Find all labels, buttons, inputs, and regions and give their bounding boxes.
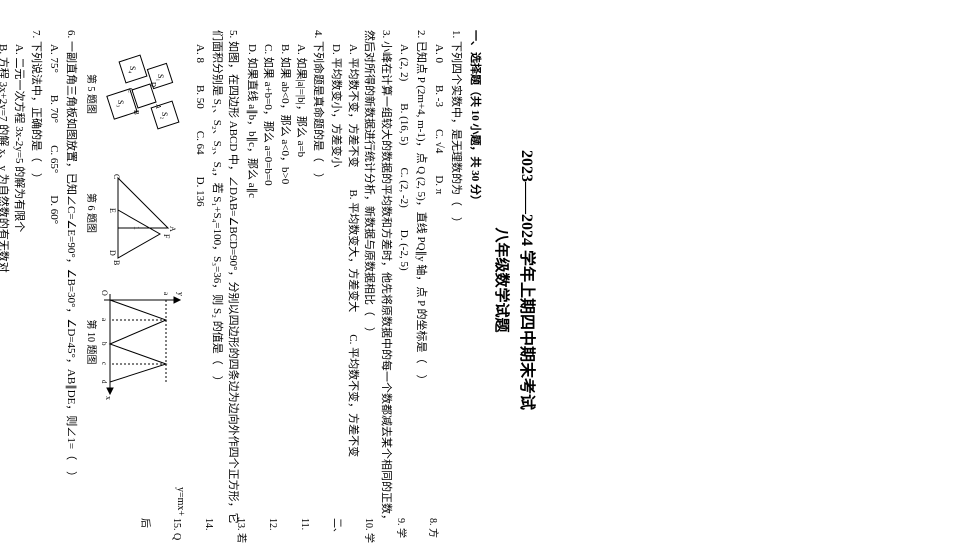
svg-text:A: A bbox=[154, 104, 162, 109]
fig6-caption: 第 6 题图 bbox=[83, 158, 98, 268]
figure-row: S₁ S₂ S₃ S₄ D A B C 第 5 题图 A bbox=[83, 44, 188, 530]
edge-15: 15. Q bbox=[160, 518, 192, 540]
edge-hou: 后 bbox=[128, 518, 160, 528]
edge-10: 10. 学 bbox=[352, 518, 384, 543]
svg-text:a: a bbox=[162, 292, 170, 296]
svg-text:S₃: S₃ bbox=[116, 100, 125, 107]
svg-text:D: D bbox=[108, 250, 117, 256]
q5-opt-b: B. 50 bbox=[192, 85, 209, 109]
q5-opt-a: A. 8 bbox=[192, 44, 209, 63]
q6-stem: 6. 一副直角三角板如图放置，已知∠C=∠E=90°，∠B=30°，∠D=45°… bbox=[63, 30, 80, 530]
q2-opt-c: C. (2, -2) bbox=[396, 167, 413, 207]
svg-text:F: F bbox=[162, 234, 171, 239]
q5-opt-d: D. 136 bbox=[192, 177, 209, 207]
q6-options: A. 75° B. 70° C. 65° D. 60° bbox=[46, 44, 63, 530]
q4-opt-b: B. 如果 ab<0，那么 a<0，b>0 bbox=[277, 44, 294, 530]
q1-opt-c: C. √4 bbox=[431, 129, 448, 153]
q3-opt-c: C. 平均数不变，方差不变 bbox=[345, 334, 362, 457]
svg-text:S₁: S₁ bbox=[156, 74, 165, 81]
q3-options: A. 平均数不变，方差不变 B. 平均数变大，方差变大 C. 平均数不变，方差不… bbox=[328, 44, 361, 530]
fig10-svg: O x y a b c d a bbox=[98, 282, 188, 402]
svg-text:S₂: S₂ bbox=[160, 112, 169, 119]
svg-text:b: b bbox=[100, 342, 108, 346]
q4-stem: 4. 下列命题是真命题的是（ ） bbox=[310, 30, 327, 530]
fig6-svg: A B C E F D 1 bbox=[98, 158, 188, 268]
exam-content: 2023——2024 学年上期四中期末考试 八年级数学试题 一、选择题（共 10… bbox=[0, 0, 548, 548]
q5-opt-c: C. 64 bbox=[192, 131, 209, 155]
edge-9: 9. 学 bbox=[384, 518, 416, 538]
edge-13: 13. 若 bbox=[224, 518, 256, 543]
q4-opt-c: C. 如果 a+b=0，那么 a=0=b=0 bbox=[260, 44, 277, 530]
question-3: 3. 小峰在计算一组较大的数据的平均数和方差时，他先将原数据中的每一个数都减去某… bbox=[328, 30, 394, 530]
question-1: 1. 下列四个实数中，是无理数的为（ ） A. 0 B. -3 C. √4 D.… bbox=[431, 30, 464, 530]
q1-options: A. 0 B. -3 C. √4 D. π bbox=[431, 44, 448, 530]
q4-opt-a: A. 如果|a|=|b|，那么 a=b bbox=[293, 44, 310, 530]
edge-11: 11. bbox=[288, 518, 320, 530]
svg-text:A: A bbox=[168, 226, 177, 232]
svg-text:C: C bbox=[112, 174, 121, 179]
page-root: 2023——2024 学年上期四中期末考试 八年级数学试题 一、选择题（共 10… bbox=[0, 0, 973, 548]
question-5: 5. 如图，在四边形 ABCD 中，∠DAB=∠BCD=90°，分别以四边形的四… bbox=[192, 30, 242, 530]
q3-opt-d: D. 平均数变小，方差变小 bbox=[328, 44, 345, 167]
next-page-edge: 8. 方 9. 学 10. 学 二、 11. 12. 13. 若 14. 15.… bbox=[128, 518, 448, 544]
q1-opt-b: B. -3 bbox=[431, 85, 448, 107]
q2-opt-b: B. (16, 5) bbox=[396, 103, 413, 145]
q7-opt-b: B. 方程 3x+2y=7 的解 x、y 为自然数的有无数对 bbox=[0, 44, 11, 530]
edge-14: 14. bbox=[192, 518, 224, 531]
q2-options: A. (2, 2) B. (16, 5) C. (2, -2) D. (-2, … bbox=[396, 44, 413, 530]
figure-5: S₁ S₂ S₃ S₄ D A B C 第 5 题图 bbox=[83, 44, 188, 144]
q7-opt-a: A. 二元一次方程 3x-2y=5 的解为有限个 bbox=[11, 44, 28, 530]
q1-opt-d: D. π bbox=[431, 175, 448, 194]
edge-12: 12. bbox=[256, 518, 288, 531]
svg-text:d: d bbox=[100, 380, 108, 384]
figure-10: O x y a b c d a 第 10 题图 bbox=[83, 282, 188, 402]
edge-sec2: 二、 bbox=[320, 518, 352, 538]
q4-opt-d: D. 如果直线 a∥b，b∥c，那么 a∥c bbox=[244, 44, 261, 530]
ymx-label: y=mx+ bbox=[173, 487, 188, 516]
q5-stem: 5. 如图，在四边形 ABCD 中，∠DAB=∠BCD=90°，分别以四边形的四… bbox=[209, 30, 242, 530]
svg-text:E: E bbox=[108, 208, 117, 213]
q6-opt-b: B. 70° bbox=[46, 95, 63, 123]
svg-text:y: y bbox=[176, 292, 185, 296]
q7-options: A. 二元一次方程 3x-2y=5 的解为有限个 B. 方程 3x+2y=7 的… bbox=[0, 44, 28, 530]
q3-opt-b: B. 平均数变大，方差变大 bbox=[345, 189, 362, 312]
q5-options: A. 8 B. 50 C. 64 D. 136 bbox=[192, 44, 209, 530]
q6-opt-a: A. 75° bbox=[46, 44, 63, 73]
question-6: 6. 一副直角三角板如图放置，已知∠C=∠E=90°，∠B=30°，∠D=45°… bbox=[46, 30, 79, 530]
question-2: 2. 已知点 P (2m+4, m-1)，点 Q (2, 5)，直线 PQ∥y … bbox=[396, 30, 429, 530]
q2-opt-d: D. (-2, 5) bbox=[396, 230, 413, 271]
fig5-caption: 第 5 题图 bbox=[83, 44, 98, 144]
svg-text:D: D bbox=[149, 82, 157, 87]
q4-options: A. 如果|a|=|b|，那么 a=b B. 如果 ab<0，那么 a<0，b>… bbox=[244, 44, 310, 530]
section-1-heading: 一、选择题（共 10 小题，共 30 分） bbox=[467, 30, 484, 530]
q3-opt-a: A. 平均数不变，方差不变 bbox=[345, 44, 362, 167]
svg-text:O: O bbox=[100, 290, 109, 296]
q2-opt-a: A. (2, 2) bbox=[396, 44, 413, 81]
question-4: 4. 下列命题是真命题的是（ ） A. 如果|a|=|b|，那么 a=b B. … bbox=[244, 30, 327, 530]
q6-opt-c: C. 65° bbox=[46, 145, 63, 173]
edge-8: 8. 方 bbox=[416, 518, 448, 538]
fig10-caption: 第 10 题图 bbox=[83, 282, 98, 402]
svg-text:C: C bbox=[126, 88, 134, 93]
q1-opt-a: A. 0 bbox=[431, 44, 448, 63]
svg-text:x: x bbox=[104, 396, 113, 400]
q2-stem: 2. 已知点 P (2m+4, m-1)，点 Q (2, 5)，直线 PQ∥y … bbox=[413, 30, 430, 530]
svg-text:B: B bbox=[132, 110, 140, 115]
q1-stem: 1. 下列四个实数中，是无理数的为（ ） bbox=[448, 30, 465, 530]
question-7: 7. 下列说法中，正确的是（ ） A. 二元一次方程 3x-2y=5 的解为有限… bbox=[0, 30, 44, 530]
svg-text:B: B bbox=[112, 260, 121, 265]
svg-text:c: c bbox=[100, 362, 108, 365]
exam-title-2: 八年级数学试题 bbox=[490, 30, 513, 530]
q7-stem: 7. 下列说法中，正确的是（ ） bbox=[28, 30, 45, 530]
fig5-svg: S₁ S₂ S₃ S₄ D A B C bbox=[98, 44, 188, 144]
q6-opt-d: D. 60° bbox=[46, 195, 63, 224]
q3-stem: 3. 小峰在计算一组较大的数据的平均数和方差时，他先将原数据中的每一个数都减去某… bbox=[361, 30, 394, 530]
figure-6: A B C E F D 1 第 6 题图 bbox=[83, 158, 188, 268]
svg-text:a: a bbox=[100, 318, 108, 322]
exam-title-1: 2023——2024 学年上期四中期末考试 bbox=[514, 30, 538, 530]
svg-text:1: 1 bbox=[132, 226, 141, 230]
svg-text:S₄: S₄ bbox=[128, 66, 137, 73]
